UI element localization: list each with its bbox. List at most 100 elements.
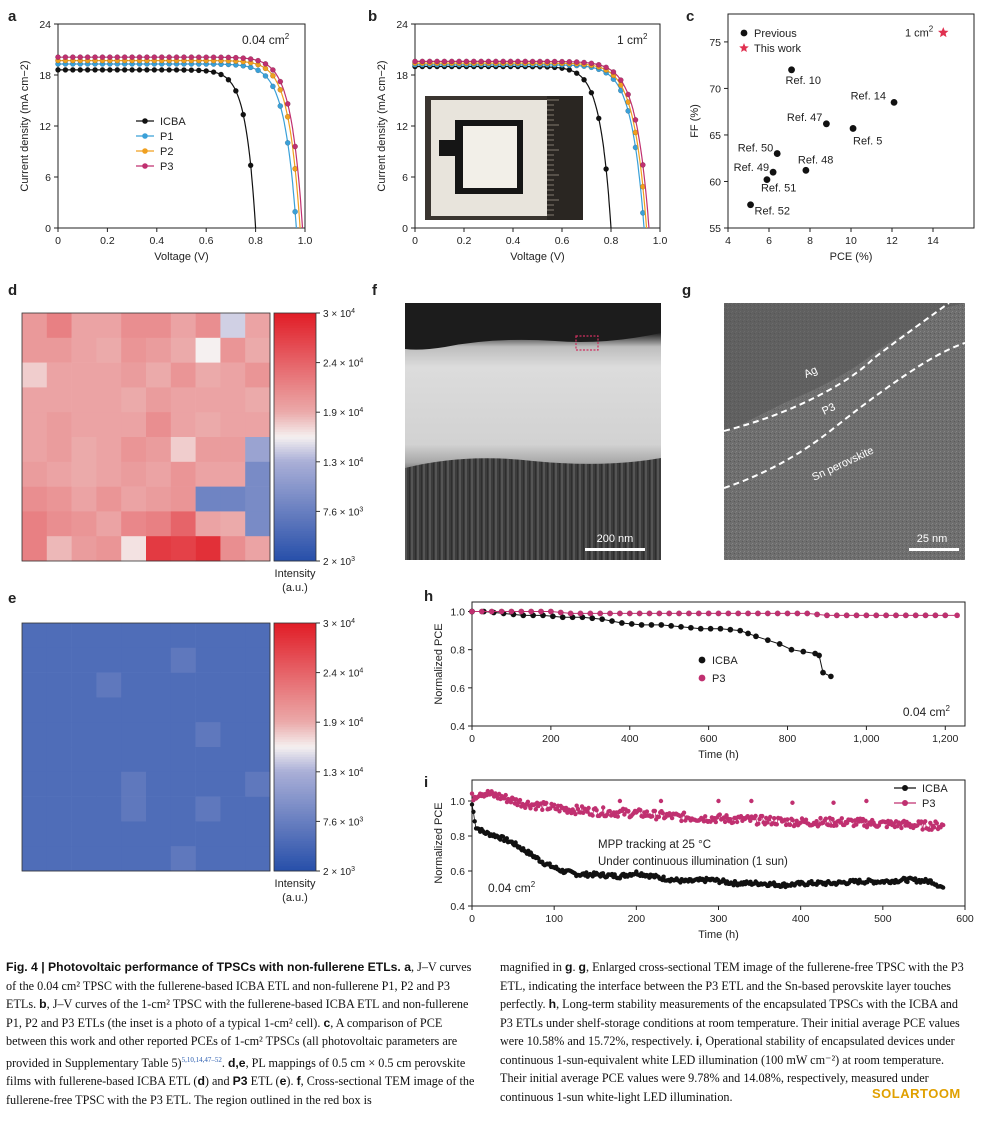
pl-map-e-colorbar-segment [274, 640, 316, 644]
chart-c-point-label: Ref. 5 [853, 135, 882, 147]
pl-map-e-colorbar-tick-label: 3 × 104 [323, 618, 355, 630]
chart-a-point-P3 [55, 54, 61, 61]
pl-map-e-cell [22, 771, 48, 797]
chart-a-legend-label-ICBA: ICBA [160, 116, 186, 128]
chart-a-point-P3 [195, 54, 202, 61]
pl-map-d-colorbar-segment [274, 379, 316, 383]
chart-a-ytick-label: 12 [39, 121, 51, 133]
chart-c-area-sup: 2 [929, 25, 934, 34]
chart-a-point-P3 [158, 54, 165, 61]
caption-segment: ) and [204, 1074, 233, 1089]
chart-h-point-P3 [508, 608, 515, 615]
chart-b-point-P3 [441, 58, 448, 65]
chart-i-point-ICBA [498, 837, 503, 842]
pl-map-e-colorbar-tick-text: 1.9 × 10 [323, 718, 360, 729]
chart-c-area-label: 1 cm2 [905, 25, 934, 40]
pl-map-d-cell [170, 362, 196, 388]
pl-map-e-colorbar-segment [274, 677, 316, 681]
chart-b-point-P3 [566, 58, 573, 65]
caption-segment: , Long-term stability measurements of th… [500, 997, 960, 1048]
pl-map-e-cell [170, 722, 196, 748]
chart-i-point-P3 [660, 811, 665, 816]
chart-h-point-P3 [498, 608, 505, 615]
pl-map-e-colorbar-segment [274, 714, 316, 718]
pl-map-e-colorbar-segment [274, 861, 316, 864]
pl-map-e-colorbar-segment [274, 771, 316, 775]
caption-segment: d,e [227, 1055, 246, 1070]
chart-c-point-previous [763, 176, 771, 184]
chart-i-legend-label-P3: P3 [922, 798, 935, 810]
figure-caption-col1: Fig. 4 | Photovoltaic performance of TPS… [6, 958, 476, 1109]
chart-a-point-ICBA [92, 67, 98, 73]
pl-map-e-colorbar-segment [274, 727, 316, 731]
chart-h-point-P3 [577, 610, 584, 617]
chart-h-point-P3 [468, 608, 476, 615]
pl-map-d-cell [170, 313, 196, 339]
pl-map-e-cell [71, 647, 97, 673]
pl-map-d-cell [220, 461, 246, 487]
pl-map-d-colorbar-segment [274, 536, 316, 540]
chart-i-point-P3 [722, 819, 728, 825]
chart-b-area-text: 1 cm [617, 33, 643, 47]
pl-map-d-colorbar-segment [274, 362, 316, 366]
chart-c-point-label: Ref. 51 [761, 183, 796, 195]
chart-c-point-label: Ref. 48 [798, 154, 833, 166]
pl-map-d-colorbar-segment [274, 357, 316, 361]
chart-a-point-ICBA [181, 67, 187, 73]
chart-a-point-P3 [210, 54, 217, 61]
chart-a-point-ICBA [114, 67, 121, 73]
chart-a-xtick-label: 0.6 [199, 235, 214, 247]
pl-map-e-cell [220, 796, 246, 822]
pl-map-e-cell [170, 623, 196, 649]
shelf-stability-chart: 0 200 400 600 800 1,000 1,200 0.4 0.6 0.8 1.0 Time … [433, 601, 966, 761]
pl-map-e-colorbar-segment [274, 717, 316, 721]
pl-map-e-colorbar-segment [274, 729, 316, 733]
caption-segment: . [572, 960, 579, 974]
pl-map-e-cell [220, 846, 246, 872]
pl-map-d-colorbar-segment [274, 538, 316, 542]
chart-i-legend-marker-ICBA [902, 785, 908, 791]
hrtem-label-ag: Ag [802, 364, 819, 381]
chart-i-point-P3 [652, 808, 658, 814]
chart-a-point-P3 [84, 54, 91, 61]
tem-scalebar-label: 200 nm [597, 533, 634, 545]
pl-map-e-colorbar-segment [274, 846, 316, 850]
pl-map-d-cell [170, 461, 196, 487]
pl-map-e-cell [245, 697, 271, 723]
pl-map-e-cell [121, 647, 147, 673]
pl-map-e-colorbar-segment [274, 647, 316, 651]
pl-map-d-colorbar-segment [274, 484, 316, 487]
chart-b-point-P3 [625, 91, 631, 98]
chart-i-point-P3 [544, 800, 549, 806]
chart-a-ytick-label: 24 [39, 19, 51, 31]
pl-map-d-colorbar-tick-text: 1.9 × 10 [323, 408, 360, 419]
chart-c-legend-label-previous: Previous [754, 28, 797, 40]
pl-map-d-colorbar-segment [274, 327, 316, 331]
pl-map-d-colorbar-tick-text: 3 × 10 [323, 309, 352, 320]
pl-map-d-cell [71, 362, 97, 388]
chart-i-annotation-mpp: MPP tracking at 25 °C [598, 839, 711, 851]
pl-map-e-cell [46, 647, 72, 673]
caption-segment: h [548, 997, 557, 1011]
pl-map-d-colorbar-segment [274, 414, 316, 418]
chart-a-point-P1 [255, 67, 261, 74]
pl-map-d-colorbar-segment [274, 521, 316, 525]
caption-segment: f [296, 1074, 301, 1089]
tem-scalebar [585, 548, 645, 551]
chart-h-legend-marker-P3 [698, 674, 706, 682]
pl-map-e-colorbar-segment [274, 707, 316, 711]
chart-h-point-ICBA [668, 622, 675, 629]
chart-a-xtick-label: 0.2 [100, 235, 115, 247]
pl-map-d-cell [22, 337, 48, 363]
chart-a-ytick-label: 18 [39, 70, 51, 82]
chart-a-point-P3 [203, 54, 210, 61]
chart-a-xlabel: Voltage (V) [154, 251, 208, 263]
chart-a-area-text: 0.04 cm [242, 33, 285, 47]
chart-h-ytick-label: 0.4 [450, 721, 465, 733]
inset-photo-contact-tab [439, 140, 457, 156]
pl-map-e-cell [71, 722, 97, 748]
tem-ag-layer [405, 303, 661, 350]
pl-map-d-colorbar-segment [274, 486, 316, 490]
chart-b-point-P3 [610, 69, 617, 75]
pl-map-e-colorbar-segment [274, 766, 316, 770]
